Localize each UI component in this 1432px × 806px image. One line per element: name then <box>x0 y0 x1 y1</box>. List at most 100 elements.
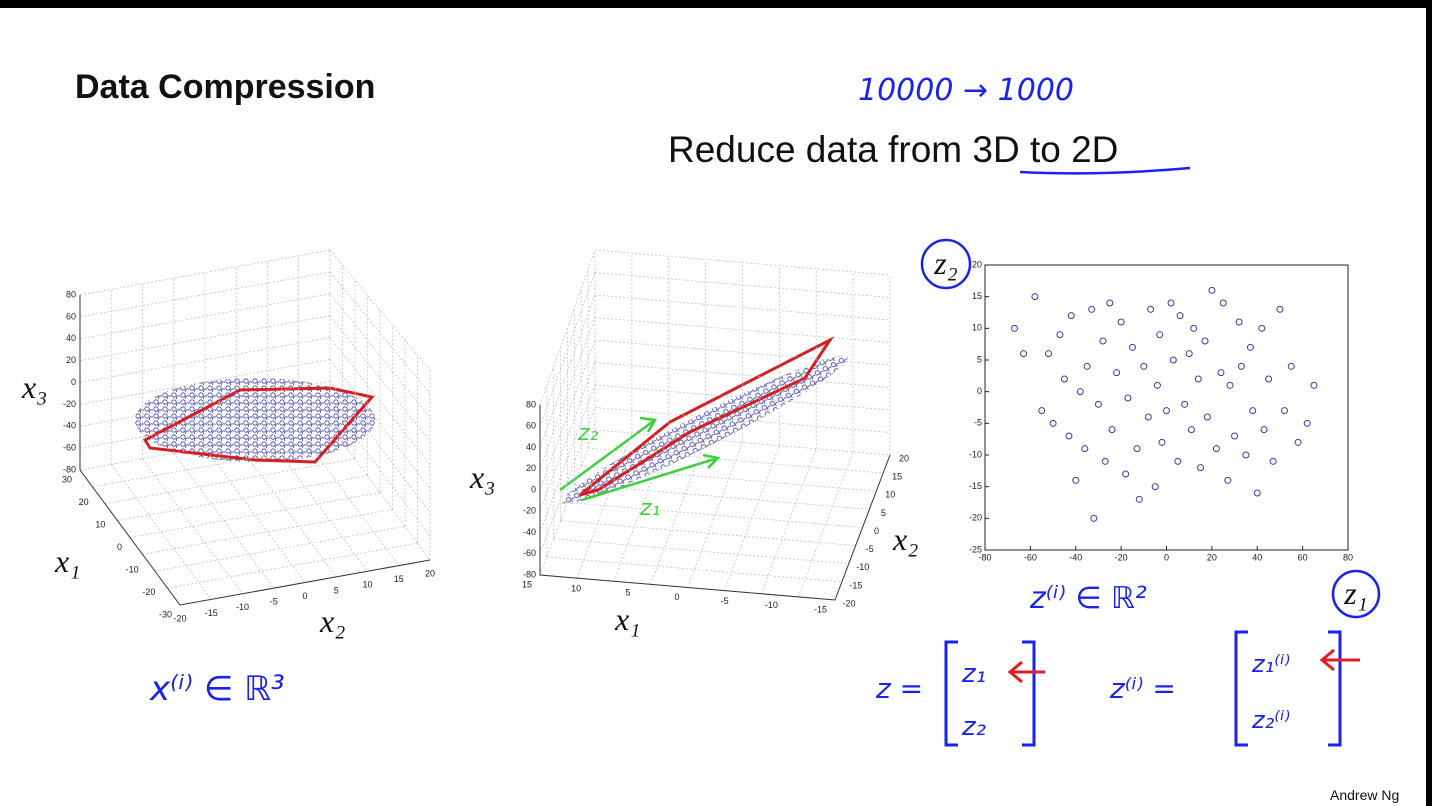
point <box>1144 413 1152 421</box>
point <box>1181 400 1189 408</box>
x1-tick-label: 0 <box>674 592 679 602</box>
z-tick-label: 20 <box>526 463 536 473</box>
x2-tick-label: -10 <box>236 602 249 612</box>
x1-tick-label: -10 <box>126 564 139 574</box>
x1-tick-label: 15 <box>522 579 532 589</box>
point <box>1113 369 1121 377</box>
x-tick-label: -20 <box>1115 552 1128 562</box>
x1-tick-label: -30 <box>159 609 172 619</box>
x2-tick-label: 10 <box>362 580 372 590</box>
point <box>1258 324 1266 332</box>
x1-tick-label: -20 <box>142 587 155 597</box>
red-arrow <box>1007 660 1045 684</box>
point <box>1294 438 1302 446</box>
point <box>1217 369 1225 377</box>
point <box>1128 343 1136 351</box>
x2-tick-label: -15 <box>205 608 218 618</box>
point <box>1303 419 1311 427</box>
x1-axis-label: x₁ <box>54 543 80 579</box>
slide-subtitle: Reduce data from 3D to 2D <box>668 129 1118 170</box>
point <box>1065 432 1073 440</box>
point <box>1167 299 1175 307</box>
top-bar <box>0 0 1432 8</box>
z-tick-label: 40 <box>526 442 536 452</box>
point <box>1208 286 1216 294</box>
z-tick-label: 20 <box>66 355 76 365</box>
x-axis-label: z₁ <box>1343 575 1368 611</box>
matrix-lhs: z = <box>875 672 923 705</box>
z-tick-label: 80 <box>526 399 536 409</box>
point <box>1224 476 1232 484</box>
annotation: z⁽ⁱ⁾ ∈ ℝ² <box>1029 581 1147 616</box>
point <box>1174 457 1182 465</box>
x2-tick-label: 0 <box>874 526 879 536</box>
point <box>1038 407 1046 415</box>
point <box>1237 362 1245 370</box>
point <box>1010 324 1018 332</box>
point <box>1203 413 1211 421</box>
y-tick-label: 20 <box>972 259 982 269</box>
point <box>1083 362 1091 370</box>
x1-tick-label: 20 <box>79 497 89 507</box>
direction-arrows <box>559 416 721 502</box>
x1-tick-label: 5 <box>625 588 630 598</box>
footer: Andrew Ng <box>1330 787 1399 803</box>
point <box>1088 305 1096 313</box>
point <box>1163 407 1170 415</box>
point <box>1090 514 1098 522</box>
y-axis-label: z₂ <box>933 245 958 281</box>
point <box>1020 350 1028 358</box>
x2-axis-label: x₂ <box>319 603 345 639</box>
point <box>1226 381 1234 389</box>
x2-tick-label: 5 <box>881 508 886 518</box>
x2-axis-label: x₂ <box>892 521 918 557</box>
z-tick-label: 60 <box>66 311 76 321</box>
point <box>1219 299 1227 307</box>
point <box>1147 305 1155 313</box>
point <box>1108 426 1116 434</box>
slide-title: Data Compression <box>75 68 375 106</box>
z-tick-label: -40 <box>63 421 76 431</box>
x-tick-label: 40 <box>1252 552 1262 562</box>
x1-tick-label: 30 <box>62 474 72 484</box>
arrow-label: z₂ <box>577 421 599 446</box>
y-tick-label: -25 <box>969 544 982 554</box>
z-tick-label: 0 <box>531 484 536 494</box>
point <box>1310 381 1318 389</box>
point <box>1099 337 1107 345</box>
y-tick-label: 15 <box>972 291 982 301</box>
z-axis-label: x₃ <box>469 459 495 495</box>
z-tick-label: -80 <box>523 569 536 579</box>
y-tick-label: -15 <box>969 481 982 491</box>
point <box>1265 375 1273 383</box>
z-tick-label: -60 <box>523 548 536 558</box>
point <box>1156 331 1164 339</box>
x2-tick-label: 20 <box>425 568 435 578</box>
label-circle <box>1331 569 1381 619</box>
x-tick-label: -40 <box>1069 552 1082 562</box>
matrix-entry: z₂ <box>961 712 986 742</box>
x2-tick-label: 10 <box>885 490 895 500</box>
point <box>1235 318 1243 326</box>
x1-tick-label: -15 <box>814 604 827 614</box>
note-top: 10000 → 1000 <box>858 73 1074 108</box>
point <box>1242 451 1250 459</box>
point <box>1049 419 1057 427</box>
point <box>1280 407 1288 415</box>
y-tick-label: 5 <box>977 354 982 364</box>
x-tick-label: 20 <box>1207 552 1217 562</box>
point <box>1045 350 1053 358</box>
point <box>1246 343 1254 351</box>
point <box>1194 375 1202 383</box>
point <box>1117 318 1125 326</box>
point <box>1201 337 1209 345</box>
point <box>1133 445 1141 453</box>
y-tick-label: -5 <box>974 418 982 428</box>
x1-tick-label: 0 <box>117 542 122 552</box>
point <box>1260 426 1268 434</box>
matrix-entry: z₂⁽ⁱ⁾ <box>1251 706 1290 734</box>
x1-axis-label: x₁ <box>614 601 640 637</box>
matrix-entry: z₁ <box>961 659 986 689</box>
y-tick-label: 10 <box>972 323 982 333</box>
